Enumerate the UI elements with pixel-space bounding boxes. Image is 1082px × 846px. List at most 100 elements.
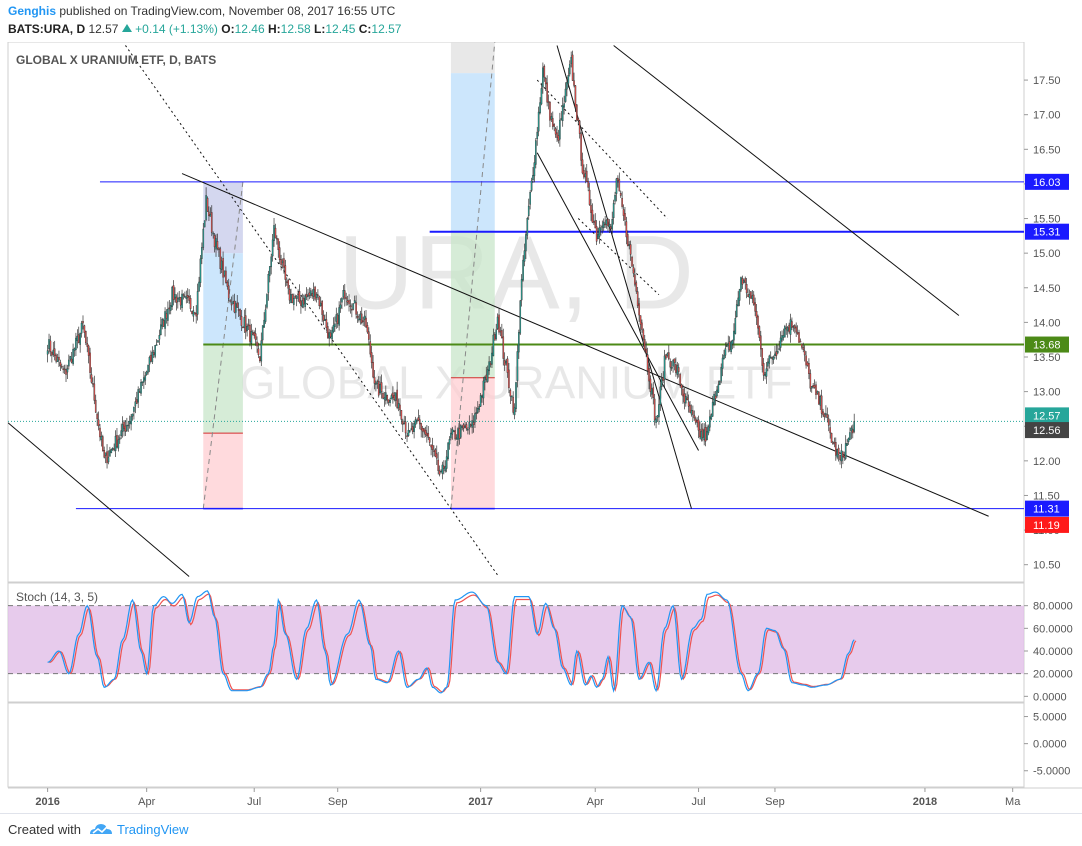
candle-body: [123, 421, 125, 429]
candle: [154, 345, 156, 359]
candle-body: [709, 416, 711, 428]
candle-body: [116, 434, 118, 448]
candle-body: [747, 294, 749, 297]
candle-body: [48, 339, 50, 350]
candle-body: [658, 404, 660, 418]
candle: [617, 175, 619, 188]
high-value: 12.58: [280, 22, 311, 36]
candle: [605, 219, 608, 229]
candle: [478, 404, 481, 413]
candle: [167, 301, 169, 327]
candle: [179, 296, 182, 310]
author-link[interactable]: Genghis: [8, 4, 57, 18]
candle-body: [810, 386, 813, 389]
stoch-tick-label: 80.0000: [1033, 601, 1073, 613]
candle: [431, 437, 434, 458]
candle: [728, 336, 731, 352]
low-label: L:: [314, 22, 326, 36]
candle-body: [79, 332, 81, 345]
candle: [376, 379, 379, 389]
candle-body: [169, 305, 172, 311]
candle: [713, 391, 715, 407]
candle-body: [440, 470, 442, 473]
candle: [385, 385, 387, 405]
candle-body: [424, 430, 427, 435]
candle: [368, 327, 370, 346]
candle: [643, 334, 646, 353]
candle: [747, 288, 749, 297]
candle: [102, 434, 104, 452]
candle-body: [177, 298, 179, 302]
candle: [475, 407, 478, 420]
candle-body: [489, 363, 492, 365]
candle: [380, 374, 383, 399]
candle: [518, 329, 520, 359]
candle-body: [553, 124, 556, 127]
tradingview-link[interactable]: TradingView: [117, 822, 189, 837]
candle-body: [58, 356, 60, 361]
candle-body: [801, 343, 803, 348]
candle: [685, 393, 687, 407]
candle-body: [196, 291, 199, 315]
candle-body: [143, 377, 145, 383]
candle: [646, 347, 649, 375]
gann-box-1-diagonal: [450, 42, 496, 509]
candle-body: [522, 259, 524, 281]
candle: [451, 426, 454, 440]
candle-body: [526, 218, 529, 236]
candle-body: [460, 425, 462, 438]
candle-body: [389, 400, 391, 403]
candle: [440, 469, 442, 473]
candle: [177, 292, 179, 309]
candle: [283, 252, 285, 274]
candle: [375, 380, 377, 392]
candle: [717, 380, 720, 393]
candle-body: [430, 444, 432, 448]
candle-body: [397, 403, 400, 409]
candle-body: [174, 294, 176, 299]
candle-body: [625, 221, 628, 238]
candle: [134, 397, 137, 414]
last-price: 12.57: [88, 22, 119, 36]
candle: [793, 324, 796, 334]
candle: [94, 394, 97, 413]
candle: [721, 354, 724, 377]
candle-body: [823, 414, 826, 417]
candle-body: [134, 401, 137, 407]
candle: [533, 154, 536, 183]
candle: [726, 342, 728, 348]
candle-body: [110, 448, 113, 453]
candle: [716, 385, 718, 398]
candle-body: [731, 340, 734, 345]
candle: [186, 288, 189, 303]
candle: [574, 85, 577, 113]
candle-body: [206, 197, 209, 212]
candle-body: [198, 281, 200, 292]
candle: [295, 295, 298, 307]
candle-body: [175, 296, 178, 303]
candle: [343, 283, 346, 307]
candle-body: [201, 247, 203, 259]
candle-body: [155, 344, 158, 346]
candle: [653, 393, 656, 426]
candle: [182, 293, 185, 300]
candle-body: [600, 227, 602, 231]
candle-body: [209, 214, 212, 217]
candle: [60, 363, 63, 369]
candle: [401, 418, 404, 433]
candle-body: [723, 354, 725, 359]
candle-body: [601, 225, 604, 228]
candle: [570, 51, 572, 68]
candle-body: [761, 348, 764, 366]
candle: [464, 421, 466, 428]
time-tick-label: Jul: [692, 796, 706, 808]
candle: [539, 97, 541, 115]
candle-body: [842, 451, 844, 458]
candle: [264, 304, 267, 324]
candle-body: [560, 118, 563, 120]
candle: [427, 426, 430, 441]
candle: [100, 431, 103, 447]
candle-body: [66, 368, 69, 373]
candle-body: [448, 439, 451, 445]
